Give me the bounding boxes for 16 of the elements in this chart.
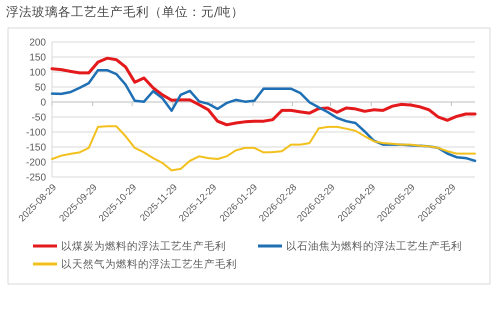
y-tick-label: -250 (26, 172, 46, 184)
legend-label: 以煤炭为燃料的浮法工艺生产毛利 (61, 240, 226, 253)
y-tick-label: -150 (26, 142, 46, 154)
line-series (51, 125, 476, 172)
line-series (50, 56, 476, 126)
chart-title: 浮法玻璃各工艺生产毛利（单位：元/吨） (6, 4, 244, 19)
y-tick-label: -50 (32, 112, 46, 124)
legend-label: 以石油焦为燃料的浮法工艺生产毛利 (286, 240, 462, 253)
y-tick-label: -200 (26, 158, 46, 168)
legend-label: 以天然气为燃料的浮法工艺生产毛利 (61, 258, 237, 271)
y-tick-label: 100 (29, 68, 46, 78)
y-tick-label: 0 (40, 98, 46, 108)
y-tick-label: 150 (29, 52, 46, 64)
y-tick-label: 50 (34, 82, 46, 94)
y-tick-label: -100 (26, 128, 46, 138)
y-tick-label: 200 (29, 38, 46, 48)
